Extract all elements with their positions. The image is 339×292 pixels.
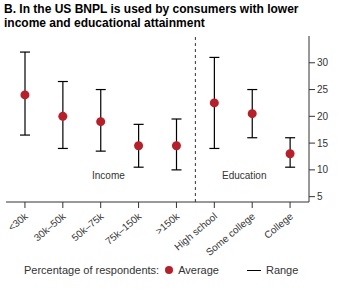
svg-text:30: 30 — [317, 57, 329, 68]
svg-text:30k–50k: 30k–50k — [32, 210, 69, 243]
svg-text:75k–150k: 75k–150k — [103, 210, 144, 247]
svg-text:25: 25 — [317, 84, 329, 95]
html-text:Percentage of respondents:: Percentage of respondents: — [24, 264, 160, 276]
html-text:Education: Education — [222, 170, 267, 181]
svg-text:<30k: <30k — [6, 210, 31, 233]
html-text:Average: Average — [178, 264, 219, 276]
svg-text:20: 20 — [317, 111, 329, 122]
svg-text:15: 15 — [317, 138, 329, 149]
svg-text:10: 10 — [317, 164, 329, 175]
svg-text:Some college: Some college — [204, 210, 258, 258]
svg-text:College: College — [262, 210, 295, 241]
svg-text:50k–75k: 50k–75k — [70, 210, 107, 243]
svg-text:>150k: >150k — [153, 210, 182, 237]
svg-text:5: 5 — [317, 191, 323, 202]
html-text:Income: Income — [92, 170, 125, 181]
html-text:Range: Range — [265, 264, 299, 276]
svg-text:High school: High school — [172, 210, 220, 253]
html-text:B. In the US BNPL is used by c: B. In the US BNPL is used by consumers w… — [4, 2, 299, 30]
